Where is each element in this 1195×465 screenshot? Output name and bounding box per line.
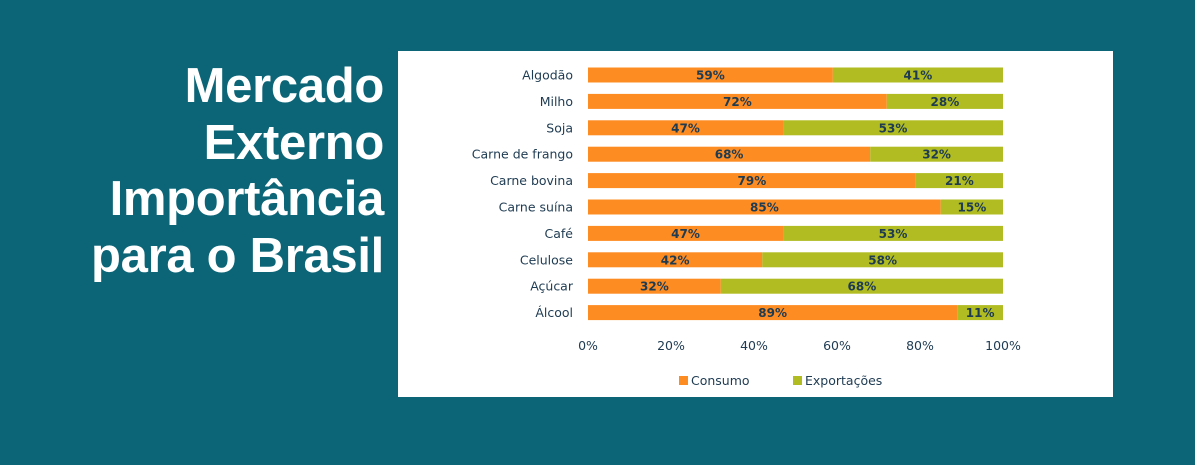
x-tick-label: 0% (578, 338, 598, 353)
bar-consumo (588, 252, 763, 268)
bar-label: 59% (696, 69, 725, 83)
bar-label: 72% (723, 95, 752, 109)
page-title: Mercado Externo Importância para o Brasi… (91, 58, 384, 284)
bar-label: 85% (750, 201, 779, 215)
bar-label: 89% (758, 306, 787, 320)
bar-exportacoes (783, 225, 1003, 241)
bar-label: 42% (661, 253, 690, 267)
title-line-3: Importância (109, 172, 385, 226)
bar-exportacoes (870, 146, 1003, 162)
bar-consumo (588, 278, 721, 294)
bar-label: 28% (931, 95, 960, 109)
bar-consumo (588, 120, 784, 136)
category-label: Carne de frango (472, 147, 573, 162)
bar-exportacoes (886, 93, 1003, 109)
stacked-bar-chart: Algodão 59% 41% Milho 72% 28% Soja 47% 53% Carne … (472, 67, 1021, 388)
category-label: Milho (540, 94, 573, 109)
x-tick-label: 40% (740, 338, 768, 353)
bar-label: 41% (904, 69, 933, 83)
x-tick-label: 80% (906, 338, 934, 353)
bar-label: 21% (945, 174, 974, 188)
legend-label: Consumo (691, 373, 750, 388)
category-label: Carne suína (499, 200, 573, 215)
bar-label: 68% (715, 148, 744, 162)
bar-label: 79% (738, 174, 767, 188)
bar-label: 15% (958, 201, 987, 215)
title-line-1: Mercado (184, 59, 385, 113)
category-label: Açúcar (530, 279, 574, 294)
category-label: Carne bovina (490, 173, 573, 188)
bar-label: 53% (879, 227, 908, 241)
bar-label: 58% (868, 253, 897, 267)
bar-consumo (588, 146, 871, 162)
bar-exportacoes (957, 305, 1003, 321)
bar-exportacoes (762, 252, 1003, 268)
bar-label: 11% (966, 306, 995, 320)
bar-consumo (588, 173, 916, 189)
x-tick-label: 60% (823, 338, 851, 353)
category-label: Algodão (522, 68, 573, 83)
bar-exportacoes (940, 199, 1003, 215)
legend-label: Exportações (805, 373, 882, 388)
bar-consumo (588, 305, 958, 321)
bar-consumo (588, 199, 941, 215)
bar-label: 32% (640, 280, 669, 294)
x-tick-label: 100% (985, 338, 1021, 353)
title-line-2: Externo (203, 115, 385, 170)
chart-panel: Algodão 59% 41% Milho 72% 28% Soja 47% 53% Carne … (398, 51, 1113, 397)
bar-label: 47% (671, 227, 700, 241)
category-label: Celulose (520, 252, 573, 267)
bar-exportacoes (915, 173, 1003, 189)
bar-exportacoes (832, 67, 1003, 83)
legend-swatch-consumo (679, 376, 688, 385)
category-label: Soja (546, 120, 573, 135)
legend-swatch-exportacoes (793, 376, 802, 385)
title-line-4: para o Brasil (91, 228, 384, 283)
bar-consumo (588, 93, 887, 109)
bar-consumo (588, 225, 784, 241)
bar-label: 47% (671, 121, 700, 135)
category-label: Café (545, 226, 574, 241)
bar-label: 53% (879, 121, 908, 135)
category-label: Álcool (535, 305, 573, 320)
bar-label: 32% (922, 148, 951, 162)
bar-label: 68% (848, 280, 877, 294)
bar-exportacoes (720, 278, 1003, 294)
bar-exportacoes (783, 120, 1003, 136)
x-tick-label: 20% (657, 338, 685, 353)
bar-consumo (588, 67, 833, 83)
